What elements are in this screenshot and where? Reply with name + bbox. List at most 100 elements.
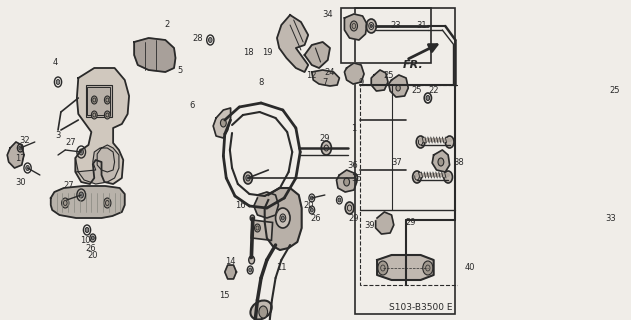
Text: 30: 30: [15, 178, 26, 187]
Circle shape: [79, 192, 83, 198]
Circle shape: [62, 198, 69, 208]
Text: 35: 35: [351, 173, 362, 182]
Polygon shape: [134, 38, 175, 72]
Circle shape: [85, 228, 89, 233]
Circle shape: [423, 261, 433, 275]
Circle shape: [91, 236, 94, 240]
Polygon shape: [377, 255, 433, 280]
Circle shape: [445, 136, 454, 148]
Text: 1: 1: [351, 124, 357, 132]
Text: 40: 40: [464, 263, 475, 273]
Text: 32: 32: [20, 135, 30, 145]
Circle shape: [344, 178, 350, 186]
Circle shape: [246, 175, 250, 181]
Text: 29: 29: [320, 133, 330, 142]
Text: 33: 33: [605, 213, 616, 222]
Text: 8: 8: [258, 77, 264, 86]
Circle shape: [250, 215, 254, 221]
Text: 2: 2: [164, 20, 169, 28]
Text: 7: 7: [322, 77, 327, 86]
Text: 28: 28: [192, 34, 203, 43]
Ellipse shape: [251, 300, 272, 320]
Circle shape: [104, 111, 110, 119]
Text: 39: 39: [365, 220, 375, 229]
Text: 25: 25: [411, 85, 422, 94]
Circle shape: [310, 196, 313, 200]
Polygon shape: [76, 145, 119, 184]
Text: 26: 26: [310, 213, 321, 222]
Polygon shape: [277, 15, 308, 72]
Circle shape: [310, 208, 313, 212]
Text: 10: 10: [80, 236, 91, 244]
Circle shape: [426, 95, 430, 100]
Circle shape: [350, 173, 358, 183]
Polygon shape: [254, 192, 278, 218]
Text: 34: 34: [322, 10, 333, 19]
Circle shape: [345, 202, 354, 214]
Text: 15: 15: [220, 291, 230, 300]
Bar: [87, 87, 110, 115]
Polygon shape: [336, 170, 357, 192]
Circle shape: [244, 172, 252, 184]
Polygon shape: [305, 42, 330, 68]
Bar: [360, 85, 505, 285]
Polygon shape: [345, 63, 364, 84]
Polygon shape: [371, 70, 388, 91]
Text: 17: 17: [15, 154, 26, 163]
Polygon shape: [432, 150, 450, 172]
Text: 9: 9: [358, 77, 363, 86]
Text: 37: 37: [391, 157, 402, 166]
Text: FR.: FR.: [403, 60, 423, 70]
Text: 22: 22: [428, 85, 439, 94]
Text: 24: 24: [325, 68, 335, 76]
Text: 14: 14: [225, 258, 236, 267]
Circle shape: [26, 165, 30, 171]
Text: 20: 20: [303, 201, 314, 210]
Circle shape: [259, 306, 268, 318]
Text: 26: 26: [85, 244, 96, 252]
Circle shape: [249, 256, 254, 264]
Text: 31: 31: [416, 20, 427, 29]
Text: 25: 25: [610, 85, 620, 94]
Text: 36: 36: [348, 161, 358, 170]
Text: 29: 29: [405, 218, 416, 227]
Circle shape: [254, 224, 261, 232]
Polygon shape: [7, 142, 24, 168]
Circle shape: [444, 171, 452, 183]
Polygon shape: [264, 188, 302, 250]
Text: 38: 38: [453, 157, 464, 166]
Bar: [251, 220, 273, 240]
Circle shape: [366, 19, 376, 33]
Polygon shape: [76, 68, 129, 184]
Circle shape: [416, 136, 425, 148]
Circle shape: [208, 37, 212, 43]
Text: S103-B3500 E: S103-B3500 E: [389, 303, 452, 313]
Polygon shape: [345, 14, 367, 40]
Circle shape: [281, 216, 284, 220]
Text: 23: 23: [390, 20, 401, 29]
Polygon shape: [312, 70, 339, 86]
Text: 4: 4: [52, 58, 58, 67]
Circle shape: [103, 198, 111, 208]
Polygon shape: [213, 108, 230, 138]
Text: 20: 20: [88, 252, 98, 260]
Circle shape: [338, 198, 341, 202]
Text: 29: 29: [348, 213, 358, 222]
Text: 27: 27: [64, 180, 74, 189]
Circle shape: [438, 158, 444, 166]
Text: 25: 25: [384, 70, 394, 79]
Text: 18: 18: [243, 47, 253, 57]
Polygon shape: [225, 265, 237, 279]
Text: 3: 3: [56, 131, 61, 140]
Circle shape: [321, 141, 331, 155]
Circle shape: [276, 208, 290, 228]
Circle shape: [413, 171, 422, 183]
Text: 6: 6: [189, 100, 195, 109]
Circle shape: [220, 119, 227, 127]
Circle shape: [370, 25, 372, 28]
Circle shape: [396, 85, 400, 91]
Circle shape: [19, 146, 21, 150]
Circle shape: [350, 21, 358, 31]
Circle shape: [91, 111, 97, 119]
Text: 5: 5: [177, 66, 182, 75]
